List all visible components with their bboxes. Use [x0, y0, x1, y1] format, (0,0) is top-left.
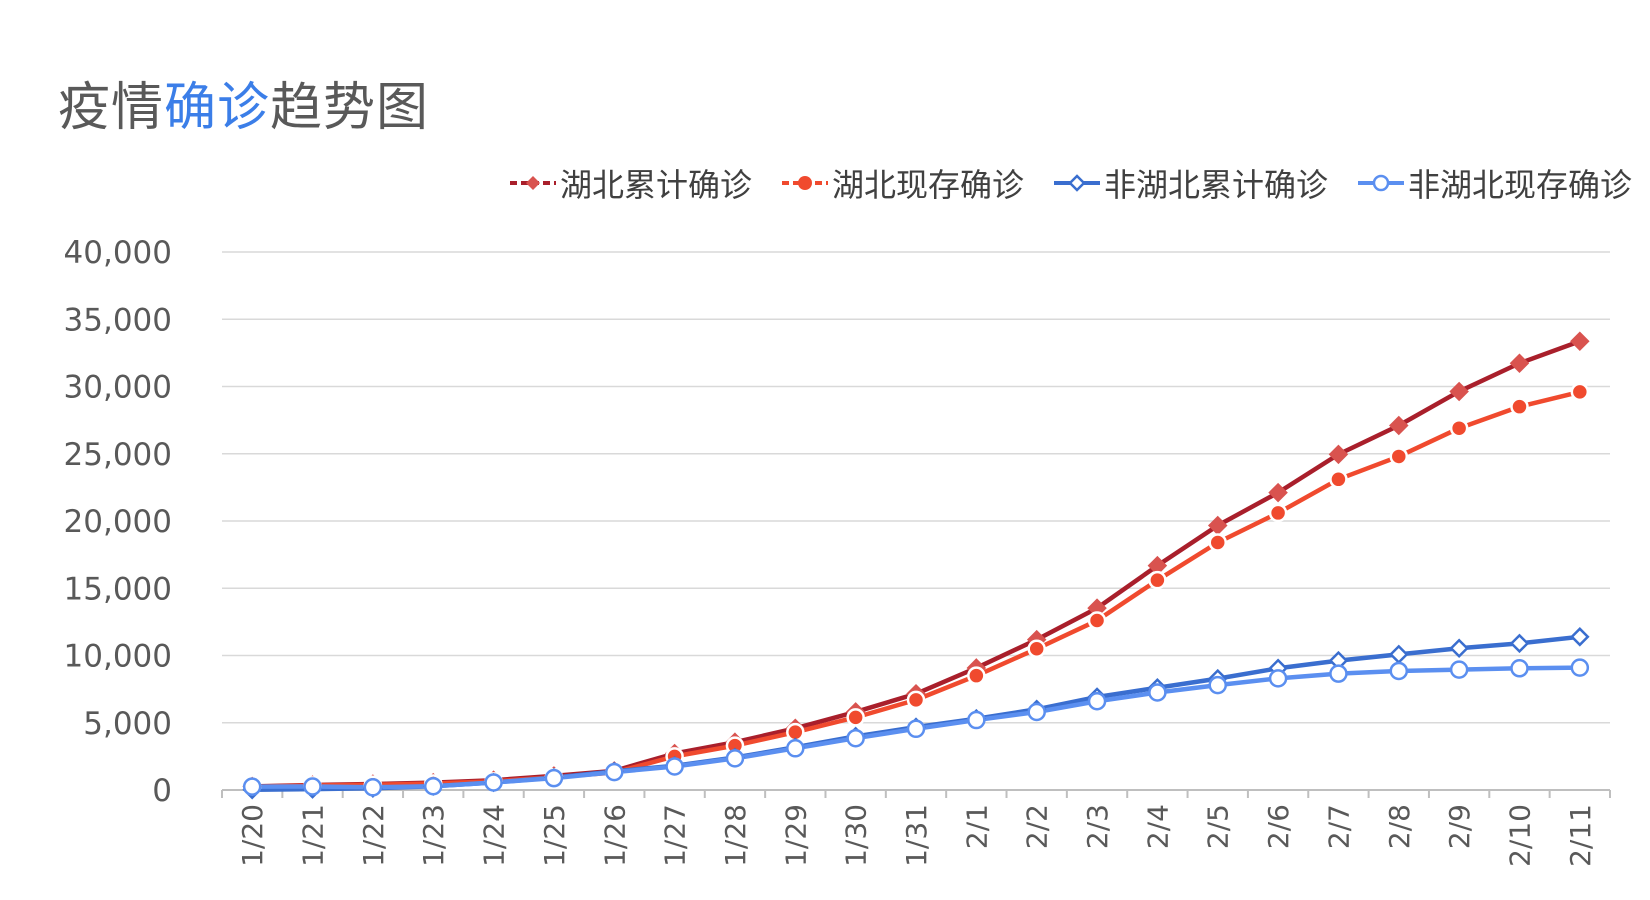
x-tick-label: 1/25: [538, 804, 571, 867]
legend-label-hubei-cumulative: 湖北累计确诊: [559, 166, 752, 204]
series-hubei-current-point: [967, 666, 986, 685]
x-tick-label: 1/31: [900, 804, 933, 867]
legend-label-non-hubei-current: 非湖北现存确诊: [1407, 166, 1632, 204]
series-non-hubei-current-point: [1268, 669, 1288, 688]
x-tick-label: 2/11: [1564, 804, 1597, 867]
series-hubei-cumulative-point: [1389, 415, 1409, 436]
x-tick-label: 1/20: [236, 804, 269, 867]
series-hubei-current-point: [1087, 611, 1107, 630]
series-non-hubei-current-point: [1449, 660, 1469, 679]
series-non-hubei-current-point: [846, 728, 865, 748]
x-tick-label: 2/3: [1081, 804, 1114, 849]
x-tick-label: 1/21: [297, 804, 330, 867]
series-non-hubei-current-point: [1389, 661, 1409, 681]
x-tick-label: 2/5: [1202, 804, 1235, 849]
series-hubei-current-point: [1148, 570, 1167, 590]
x-tick-label: 1/22: [357, 804, 390, 867]
legend-item-non-hubei-current[interactable]: 非湖北现存确诊: [1357, 160, 1632, 206]
series-hubei-current-point: [1268, 503, 1288, 523]
series-non-hubei-current-point: [665, 757, 684, 776]
series-hubei-cumulative-point: [1328, 444, 1349, 465]
series-hubei-current-point: [1208, 533, 1227, 552]
series-hubei-current-point: [1389, 447, 1409, 466]
series-non-hubei-current-point: [303, 777, 322, 796]
y-tick-label: 15,000: [64, 571, 172, 607]
x-tick-label: 1/23: [417, 804, 450, 867]
series-non-hubei-current-point: [786, 739, 805, 758]
series-non-hubei-current-point: [906, 719, 926, 739]
y-tick-label: 20,000: [64, 504, 172, 540]
series-non-hubei-current-point: [605, 762, 624, 782]
series-non-hubei-current-point: [1087, 691, 1107, 711]
chart-title-part3: 趋势图: [270, 78, 430, 138]
series-hubei-current-point: [1329, 470, 1348, 489]
x-tick-label: 1/24: [478, 804, 511, 867]
chart-title-part1: 疫情: [58, 78, 165, 138]
series-non-hubei-current-point: [1510, 659, 1529, 678]
series-non-hubei-current-point: [544, 768, 564, 788]
series-non-hubei-current-point: [1570, 658, 1590, 677]
y-tick-label: 30,000: [64, 370, 172, 406]
chart-title-highlight: 确诊: [164, 78, 271, 138]
x-tick-label: 2/2: [1021, 804, 1054, 849]
series-hubei-cumulative-point: [1449, 381, 1469, 402]
x-tick-label: 2/4: [1141, 804, 1174, 849]
x-tick-label: 1/30: [840, 804, 873, 867]
x-tick-label: 2/6: [1262, 804, 1295, 849]
y-tick-label: 5,000: [83, 706, 172, 742]
x-tick-label: 2/10: [1503, 804, 1536, 867]
legend-item-non-hubei-cumulative[interactable]: 非湖北累计确诊: [1053, 160, 1328, 206]
series-hubei-current-point: [1510, 397, 1529, 416]
series-non-hubei-cumulative-line: [249, 634, 1583, 792]
chart-title: 疫情确诊趋势图: [58, 76, 429, 140]
y-tick-label: 10,000: [64, 639, 172, 675]
y-tick-label: 0: [152, 773, 172, 809]
chart-legend: 湖北累计确诊 湖北现存确诊 非湖北累计确诊 非湖北现存确诊: [480, 160, 1632, 206]
series-hubei-current-point: [1027, 639, 1046, 659]
series-non-hubei-current-point: [423, 776, 443, 796]
series-hubei-cumulative-point: [1268, 482, 1288, 503]
legend-item-hubei-cumulative[interactable]: 湖北累计确诊: [509, 160, 752, 206]
y-tick-label: 25,000: [64, 437, 172, 473]
series-non-hubei-current-point: [1027, 702, 1046, 722]
x-tick-label: 2/7: [1322, 804, 1355, 849]
series-hubei-current-point: [846, 708, 865, 727]
series-non-hubei-cumulative-point: [1570, 627, 1590, 647]
x-tick-label: 2/1: [960, 804, 993, 849]
series-hubei-current-point: [1570, 382, 1590, 402]
series-non-hubei-cumulative-point: [1509, 633, 1530, 654]
legend-item-hubei-current[interactable]: 湖北现存确诊: [781, 160, 1024, 206]
legend-marker-non-hubei-cumulative: [1053, 174, 1100, 192]
series-non-hubei-current-point: [484, 773, 503, 792]
x-tick-label: 1/28: [719, 804, 752, 867]
x-tick-label: 2/8: [1383, 804, 1416, 849]
x-tick-label: 2/9: [1443, 804, 1476, 849]
series-hubei-current-point: [906, 690, 926, 710]
series-non-hubei-cumulative-point: [1389, 644, 1409, 665]
series-non-hubei-current-point: [1148, 683, 1167, 702]
series-non-hubei-current-point: [967, 710, 986, 730]
series-non-hubei-current-point: [242, 777, 262, 796]
series-non-hubei-current-point: [1208, 675, 1227, 695]
x-tick-label: 1/26: [598, 804, 631, 867]
series-hubei-cumulative-point: [1570, 331, 1590, 351]
series-hubei-current-point: [1449, 418, 1469, 438]
legend-marker-non-hubei-current: [1357, 174, 1404, 192]
legend-label-non-hubei-cumulative: 非湖北累计确诊: [1103, 166, 1328, 204]
series-non-hubei-cumulative-point: [1449, 638, 1469, 659]
y-tick-label: 40,000: [64, 235, 172, 271]
x-tick-label: 1/29: [779, 804, 812, 867]
y-tick-label: 35,000: [64, 302, 172, 338]
legend-marker-hubei-current: [781, 176, 828, 190]
x-tick-label: 1/27: [659, 804, 692, 867]
series-non-hubei-current-point: [725, 749, 745, 768]
legend-label-hubei-current: 湖北现存确诊: [831, 166, 1024, 204]
series-non-hubei-current-point: [1329, 664, 1348, 683]
legend-marker-hubei-cumulative: [509, 176, 556, 190]
series-hubei-cumulative-point: [1509, 353, 1530, 374]
series-non-hubei-current-point: [363, 778, 383, 797]
